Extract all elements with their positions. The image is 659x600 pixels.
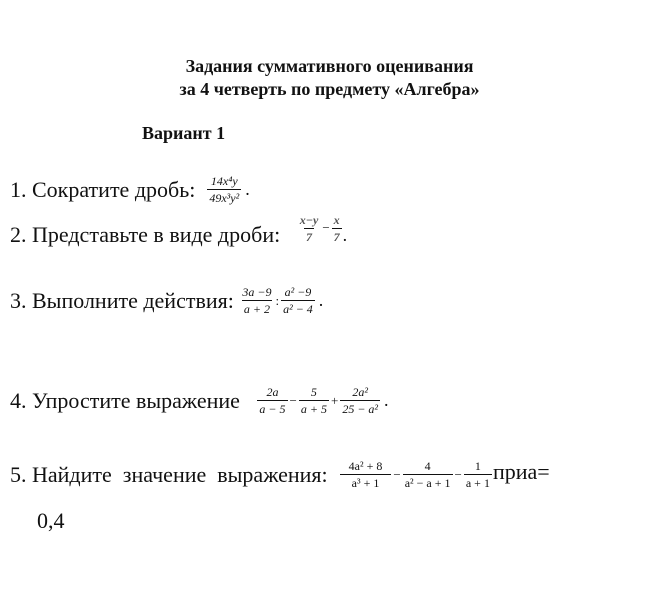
task-1: 1. Сократите дробь: 14x⁴y 49x³y² .: [10, 174, 250, 205]
variant-heading: Вариант 1: [142, 123, 226, 143]
task-5: 5. Найдите значение выражения: 4a² + 8 a³…: [10, 458, 550, 491]
fraction: x−y 7: [299, 212, 319, 244]
task-text: 3. Выполните действия:: [10, 287, 234, 313]
document-title: Задания суммативного оценивания: [185, 56, 474, 76]
task-3: 3. Выполните действия: 3a −9 a + 2 : a² −…: [10, 285, 324, 316]
task-text: 4. Упростите выражение: [10, 387, 240, 413]
fraction: a² −9 a² − 4: [281, 285, 315, 316]
fraction: 3a −9 a + 2: [241, 285, 272, 316]
task-text: 2. Представьте в виде дроби:: [10, 222, 281, 247]
task-5-continuation: 0,4: [37, 508, 65, 533]
task-text: 1. Сократите дробь:: [10, 176, 196, 202]
fraction: 4a² + 8 a³ + 1: [339, 459, 392, 490]
fraction: 2a² 25 − a²: [340, 385, 381, 416]
task-text: 5. Найдите значение выражения:: [10, 461, 328, 487]
fraction: 14x⁴y 49x³y²: [207, 174, 242, 205]
fraction: 4 a² − a + 1: [402, 459, 453, 490]
document-subtitle: за 4 четверть по предмету «Алгебра»: [179, 79, 480, 99]
fraction: 2a a − 5: [257, 385, 288, 416]
